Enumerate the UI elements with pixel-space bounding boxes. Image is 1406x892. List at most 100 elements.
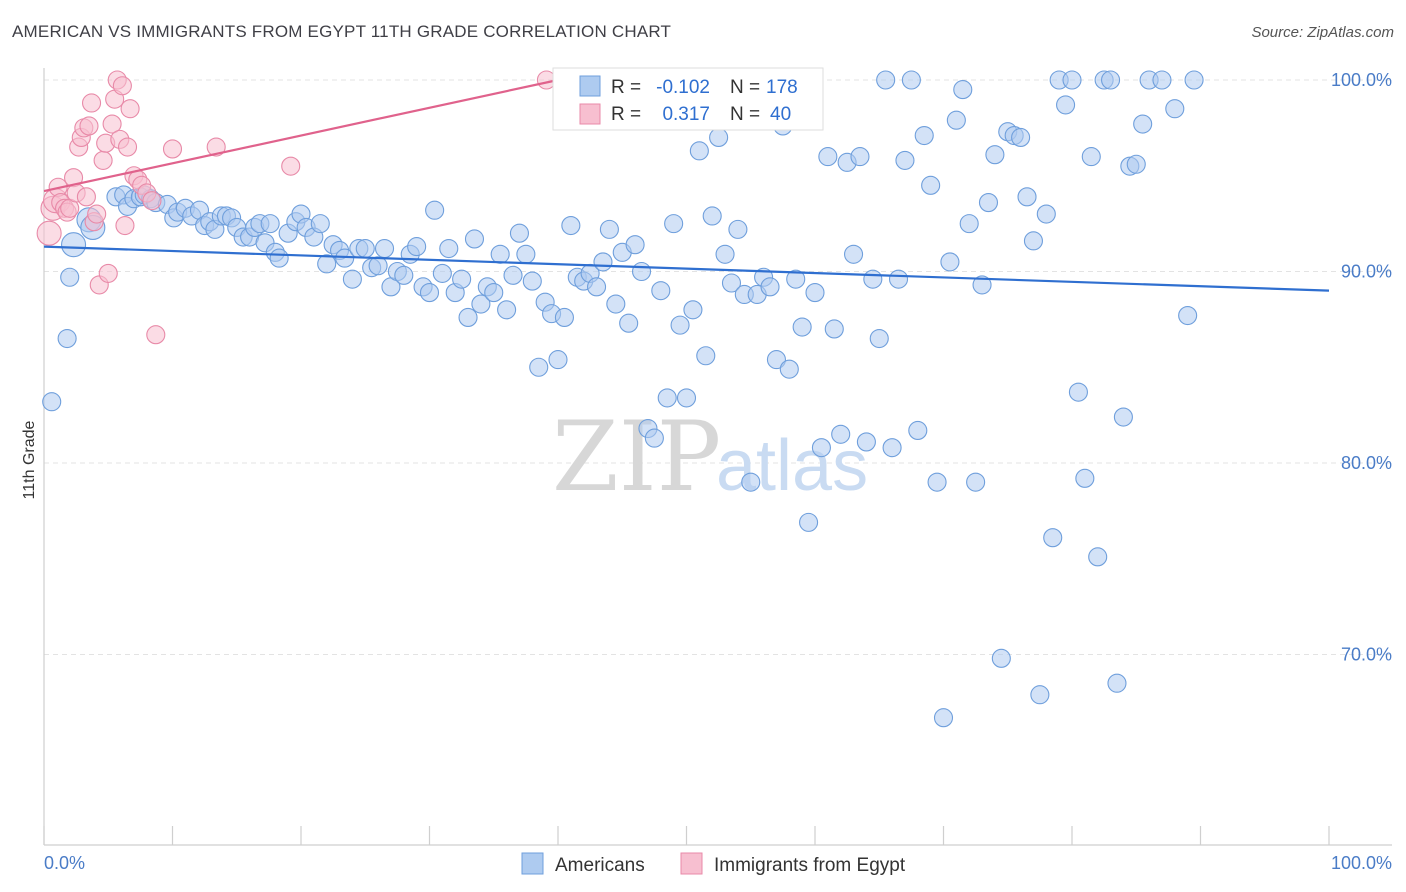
american-point-64 [464, 229, 485, 249]
american-point-94 [657, 388, 677, 408]
american-point-154 [1043, 528, 1063, 548]
egypt-point-35 [146, 325, 166, 345]
american-point-49 [368, 256, 388, 276]
stats-legend: R = -0.102 N = 178 R = 0.317 N = 40 [552, 67, 824, 131]
american-point-168 [1133, 114, 1153, 134]
watermark-zip: ZIP [552, 401, 721, 513]
american-point-72 [516, 244, 536, 264]
american-point-3 [61, 232, 87, 258]
american-point-126 [863, 269, 883, 289]
american-point-58 [425, 200, 445, 220]
american-point-167 [1126, 154, 1146, 174]
american-point-115 [792, 317, 812, 337]
american-point-125 [856, 432, 876, 452]
american-point-77 [548, 350, 568, 370]
american-point-124 [850, 147, 870, 167]
trend-line-egypt [43, 78, 559, 193]
egypt-point-22 [102, 114, 122, 134]
american-point-133 [908, 420, 928, 440]
american-point-173 [1184, 70, 1204, 90]
american-point-63 [458, 307, 478, 328]
american-point-47 [355, 238, 375, 259]
egypt-point-37 [206, 137, 226, 157]
american-point-103 [715, 244, 735, 264]
american-point-88 [619, 313, 639, 333]
american-point-135 [921, 175, 941, 195]
y-tick-label-70: 70.0% [1341, 645, 1392, 665]
egypt-point-13 [76, 187, 96, 207]
american-point-164 [1107, 673, 1127, 693]
legend-n-label-americans: N = [730, 77, 760, 98]
american-point-149 [1011, 127, 1031, 147]
american-point-117 [805, 283, 825, 303]
grid-lines [44, 79, 1392, 655]
american-point-89 [625, 235, 645, 255]
american-point-104 [721, 273, 742, 293]
american-point-123 [843, 244, 864, 264]
american-point-132 [901, 70, 921, 90]
american-point-143 [972, 275, 992, 295]
american-point-120 [824, 319, 844, 339]
american-point-150 [1017, 187, 1037, 207]
american-point-2 [60, 267, 80, 287]
american-point-161 [1088, 547, 1108, 567]
american-point-136 [927, 472, 947, 492]
american-point-128 [876, 70, 896, 90]
legend-r-value-egypt: 0.317 [662, 104, 710, 125]
legend-r-value-americans: -0.102 [656, 77, 710, 98]
american-point-83 [586, 277, 607, 297]
american-point-146 [991, 648, 1011, 668]
american-point-57 [419, 283, 440, 303]
americans-points [42, 70, 1204, 728]
source-label: Source: ZipAtlas.com [1251, 24, 1394, 41]
american-point-134 [914, 125, 934, 146]
american-point-152 [1030, 685, 1050, 705]
egypt-points [36, 70, 556, 345]
american-point-171 [1165, 99, 1185, 119]
series-legend: Americans Immigrants from Egypt [521, 852, 906, 876]
bottom-legend-egypt: Immigrants from Egypt [714, 855, 906, 876]
american-point-119 [818, 147, 838, 167]
american-point-34 [269, 248, 289, 268]
egypt-point-36 [162, 139, 183, 159]
egypt-point-26 [112, 76, 132, 96]
american-point-131 [895, 150, 915, 170]
american-point-121 [831, 424, 851, 444]
american-point-144 [978, 193, 999, 213]
bottom-legend-swatch-americans [521, 852, 544, 875]
american-point-100 [696, 346, 716, 366]
trend-line-americans [43, 245, 1330, 292]
american-point-151 [1023, 231, 1043, 251]
egypt-point-27 [115, 215, 135, 236]
y-tick-label-80: 80.0% [1341, 453, 1392, 473]
legend-r-label-egypt: R = [611, 104, 641, 125]
american-point-78 [554, 307, 574, 328]
american-point-138 [940, 252, 960, 272]
american-point-0 [42, 392, 62, 412]
american-point-170 [1152, 70, 1172, 90]
x-tick-label-max: 100.0% [1331, 853, 1392, 873]
legend-n-label-egypt: N = [730, 104, 760, 125]
american-point-86 [606, 294, 626, 314]
american-point-118 [811, 438, 831, 458]
american-point-85 [599, 219, 619, 239]
american-point-142 [966, 472, 986, 492]
american-point-160 [1081, 147, 1101, 167]
american-point-69 [497, 300, 517, 320]
american-point-98 [683, 300, 703, 320]
american-point-172 [1178, 305, 1198, 326]
egypt-point-17 [87, 204, 107, 224]
american-point-102 [709, 127, 729, 147]
american-point-113 [779, 359, 799, 379]
legend-swatch-americans [579, 75, 601, 97]
legend-n-value-americans: 178 [766, 77, 798, 98]
american-point-84 [593, 252, 613, 272]
american-point-71 [509, 223, 530, 243]
american-point-130 [888, 269, 909, 289]
american-point-73 [522, 271, 542, 291]
american-point-90 [631, 261, 652, 282]
legend-r-label-americans: R = [611, 77, 641, 98]
y-tick-label-90: 90.0% [1341, 262, 1392, 282]
egypt-point-15 [81, 93, 102, 113]
